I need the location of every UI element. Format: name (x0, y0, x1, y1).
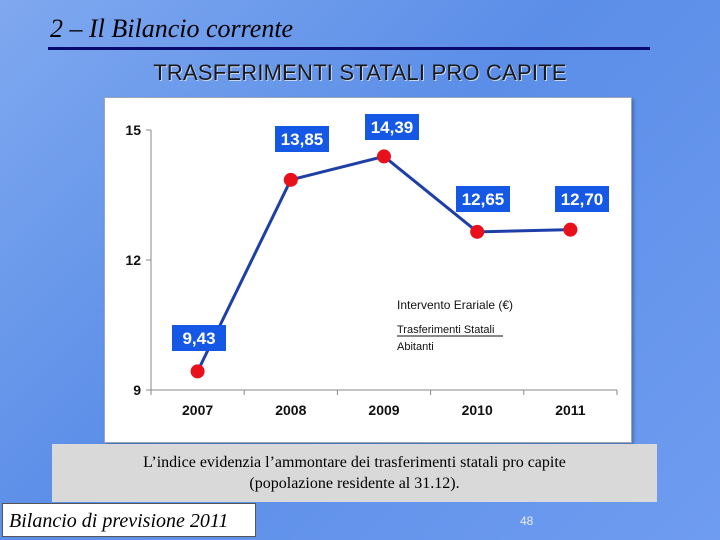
data-label-box (365, 114, 419, 140)
x-tick-label: 2011 (555, 402, 586, 418)
data-label-text: 13,85 (281, 130, 324, 149)
data-label-text: 12,65 (462, 190, 505, 209)
x-tick-label: 2007 (182, 402, 213, 418)
y-tick-label: 12 (125, 252, 141, 268)
axes: 9 12 15 2007 2008 2009 2010 2011 (125, 122, 618, 418)
annotation-denominator: Abitanti (397, 341, 434, 353)
caption-line-2: (popolazione residente al 31.12). (249, 475, 460, 492)
annotation-numerator: Trasferimenti Statali (397, 324, 494, 336)
data-point (470, 224, 485, 239)
y-tick-label: 15 (125, 122, 141, 138)
data-label-box (275, 126, 329, 152)
series-path (196, 154, 571, 373)
x-tick-label: 2009 (368, 402, 399, 418)
caption-line-1: L’indice evidenzia l’ammontare dei trasf… (143, 454, 566, 471)
data-label-text: 12,70 (561, 190, 604, 209)
data-labels: 9,43 13,85 14,39 12,65 12,70 (172, 114, 609, 351)
data-label-text: 14,39 (371, 118, 414, 137)
footer-label: Bilancio di previsione 2011 (2, 503, 256, 537)
caption-box: L’indice evidenzia l’ammontare dei trasf… (52, 444, 657, 502)
data-label-box (172, 325, 226, 351)
slide-title: 2 – Il Bilancio corrente (50, 14, 294, 43)
formula-annotation: Intervento Erariale (€) Trasferimenti Sta… (397, 298, 513, 353)
annotation-header: Intervento Erariale (€) (397, 298, 513, 312)
line-chart: 9 12 15 2007 2008 2009 2010 2011 9,43 13,85 14,39… (125, 114, 618, 418)
series-line (190, 149, 578, 379)
data-point (190, 364, 205, 379)
title-underline (48, 47, 650, 50)
chart-panel: 9 12 15 2007 2008 2009 2010 2011 9,43 13,85 14,39… (104, 97, 632, 443)
data-label-box (555, 186, 609, 212)
x-tick-label: 2008 (275, 402, 306, 418)
chart-title: TRASFERIMENTI STATALI PRO CAPITE (153, 60, 567, 85)
x-tick-label: 2010 (462, 402, 493, 418)
data-label-text: 9,43 (182, 329, 215, 348)
data-point (377, 149, 391, 164)
y-tick-label: 9 (133, 382, 141, 398)
data-point (283, 172, 298, 187)
data-label-box (456, 186, 510, 212)
data-point (563, 222, 578, 237)
page-number: 48 (520, 514, 534, 528)
